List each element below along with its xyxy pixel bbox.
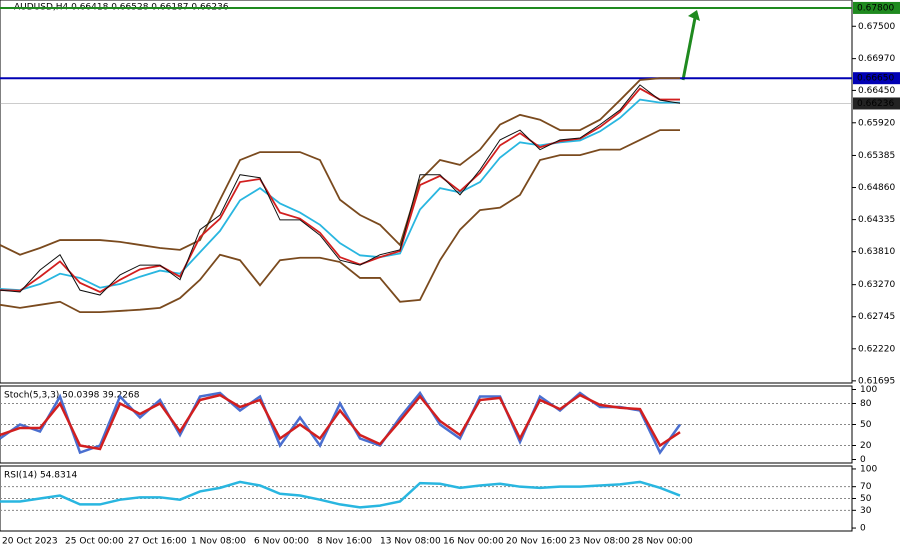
series-line [0, 87, 680, 294]
y-tick-label: 0.66970 [858, 54, 895, 64]
x-tick-label: 27 Oct 16:00 [128, 537, 187, 547]
series-line [0, 77, 680, 256]
x-tick-label: 25 Oct 00:00 [65, 537, 124, 547]
y-tick-label: 0 [860, 455, 866, 465]
x-tick-label: 1 Nov 08:00 [191, 537, 246, 547]
level-label-box [853, 1, 900, 14]
arrow [681, 17, 697, 81]
level-label: 0.67800 [857, 3, 894, 13]
series-line [0, 129, 680, 314]
x-tick-label: 16 Nov 00:00 [443, 537, 504, 547]
y-tick-label: 0.61695 [858, 376, 895, 386]
y-tick-label: 0.65385 [858, 151, 895, 161]
last-price-label: 0.66236 [857, 99, 894, 109]
last-price-box [853, 97, 900, 110]
y-tick-label: 0.65920 [858, 118, 895, 128]
series-line [0, 393, 681, 451]
y-tick-label: 100 [860, 464, 877, 474]
stoch-label: Stoch(5,3,3) 50.0398 39.2268 [4, 391, 140, 401]
y-tick-label: 50 [860, 420, 872, 430]
y-tick-label: 70 [860, 482, 872, 492]
y-tick-label: 50 [860, 494, 872, 504]
y-tick-label: 30 [860, 506, 872, 516]
y-tick-label: 0.64860 [858, 183, 895, 193]
x-tick-label: 23 Nov 08:00 [569, 537, 630, 547]
series-line [0, 98, 680, 292]
series-line [0, 480, 681, 509]
x-tick-label: 28 Nov 00:00 [632, 537, 693, 547]
y-tick-label: 0.63270 [858, 280, 895, 290]
x-tick-label: 6 Nov 00:00 [254, 537, 309, 547]
x-tick-label: 20 Nov 16:00 [506, 537, 567, 547]
rsi-label: RSI(14) 54.8314 [4, 471, 77, 481]
x-tick-label: 8 Nov 16:00 [317, 537, 372, 547]
series-line [0, 84, 681, 296]
y-tick-label: 100 [860, 385, 877, 395]
y-tick-label: 0.63810 [858, 247, 895, 257]
y-tick-label: 0.62745 [858, 312, 895, 322]
main-panel [0, 0, 853, 384]
y-tick-label: 0.67500 [858, 22, 895, 32]
y-tick-label: 0.66450 [858, 86, 895, 96]
y-tick-label: 20 [860, 441, 872, 451]
x-tick-label: 13 Nov 08:00 [380, 537, 441, 547]
y-tick-label: 0.64335 [858, 215, 895, 225]
level-label-box [853, 72, 900, 85]
x-tick-label: 20 Oct 2023 [2, 537, 58, 547]
y-tick-label: 80 [860, 399, 872, 409]
y-tick-label: 0 [860, 524, 866, 534]
arrow-head [688, 10, 700, 21]
y-tick-label: 0.62220 [858, 344, 895, 354]
level-label: 0.66650 [857, 74, 894, 84]
